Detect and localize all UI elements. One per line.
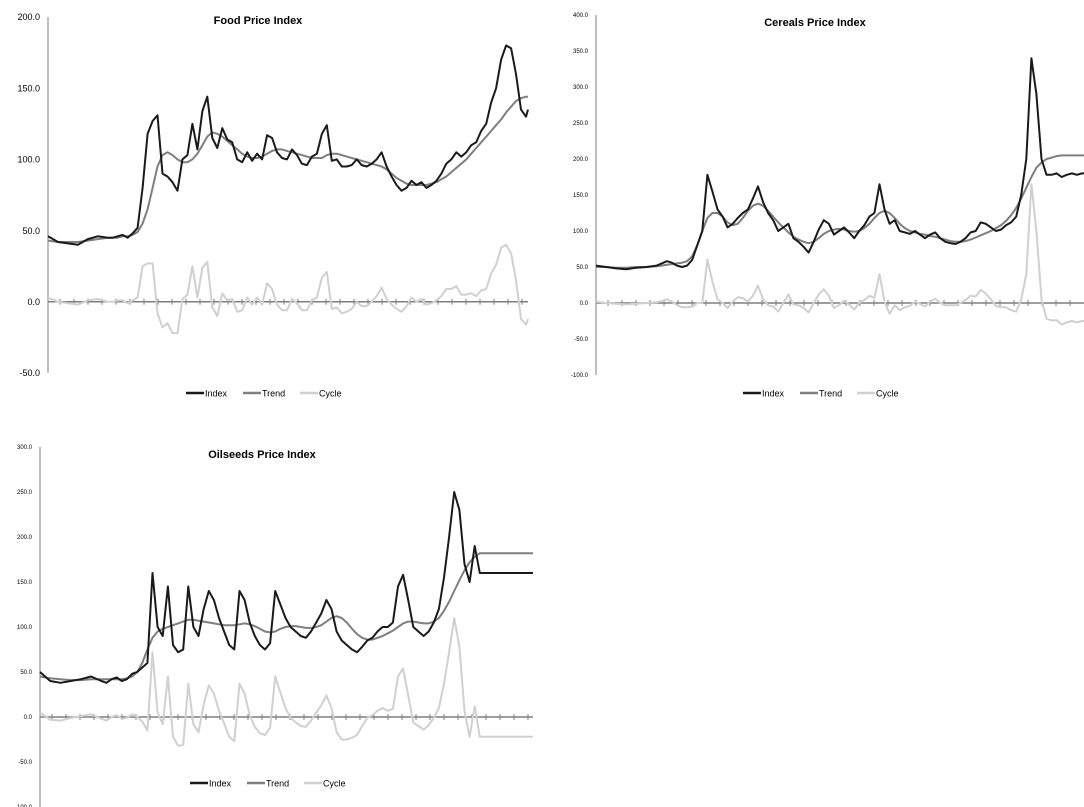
series-line-cycle [47, 243, 529, 335]
y-tick-label: 150.0 [17, 580, 33, 586]
y-tick-label: -100.0 [15, 805, 33, 807]
chart-title: Cereals Price Index [764, 17, 866, 29]
y-tick-label: -50.0 [18, 760, 32, 766]
legend-label-trend: Trend [819, 389, 842, 399]
chart-title: Oilseeds Price Index [208, 449, 316, 461]
legend-label-cycle: Cycle [319, 389, 342, 399]
y-tick-label: -50.0 [574, 337, 588, 343]
series-line-cycle [595, 183, 1084, 326]
series-line-trend [47, 95, 528, 243]
legend-label-trend: Trend [266, 779, 289, 789]
chart-panel-1: 400.0 350.0 300.0 250.0 200.0 150.0 100.0 50.0 0… [571, 13, 1084, 399]
y-tick-label: 100.0 [573, 229, 589, 235]
y-tick-label: 200.0 [573, 157, 589, 163]
series-line-index [595, 57, 1084, 271]
series-line-index [47, 44, 529, 246]
legend-label-index: Index [205, 389, 228, 399]
legend-label-cycle: Cycle [876, 389, 899, 399]
y-tick-label: 300.0 [573, 85, 589, 91]
chart-panel-2: 300.0 250.0 200.0 150.0 100.0 50.0 0.0 -50.0 -10… [15, 445, 533, 807]
legend-label-index: Index [209, 779, 232, 789]
y-tick-label: 50.0 [576, 265, 588, 271]
y-tick-label: 250.0 [17, 490, 33, 496]
y-tick-label: 200.0 [17, 535, 33, 541]
y-tick-label: 200.0 [17, 12, 40, 22]
y-tick-label: 0.0 [27, 297, 40, 307]
chart-panel-0: 200.0 150.0 100.0 50.0 0.0 -50.0 Food Price In… [17, 12, 529, 399]
y-tick-label: -100.0 [571, 373, 589, 379]
legend-label-trend: Trend [262, 389, 285, 399]
y-tick-label: 0.0 [24, 715, 33, 721]
y-tick-label: 50.0 [22, 226, 40, 236]
y-tick-label: 150.0 [17, 83, 40, 93]
y-tick-label: 0.0 [580, 301, 589, 307]
y-tick-label: 300.0 [17, 445, 33, 451]
y-tick-label: 100.0 [17, 625, 33, 631]
legend-label-index: Index [762, 389, 785, 399]
y-tick-label: 150.0 [573, 193, 589, 199]
y-tick-label: 100.0 [17, 155, 40, 165]
y-tick-label: 350.0 [573, 49, 589, 55]
y-tick-label: -50.0 [19, 368, 40, 378]
series-line-trend [39, 552, 533, 682]
series-line-index [39, 491, 533, 684]
y-tick-label: 400.0 [573, 13, 589, 19]
series-line-trend [596, 154, 1084, 269]
y-tick-label: 250.0 [573, 121, 589, 127]
series-line-cycle [39, 617, 533, 747]
legend-label-cycle: Cycle [323, 779, 346, 789]
chart-title: Food Price Index [214, 15, 304, 27]
y-tick-label: 50.0 [20, 670, 32, 676]
